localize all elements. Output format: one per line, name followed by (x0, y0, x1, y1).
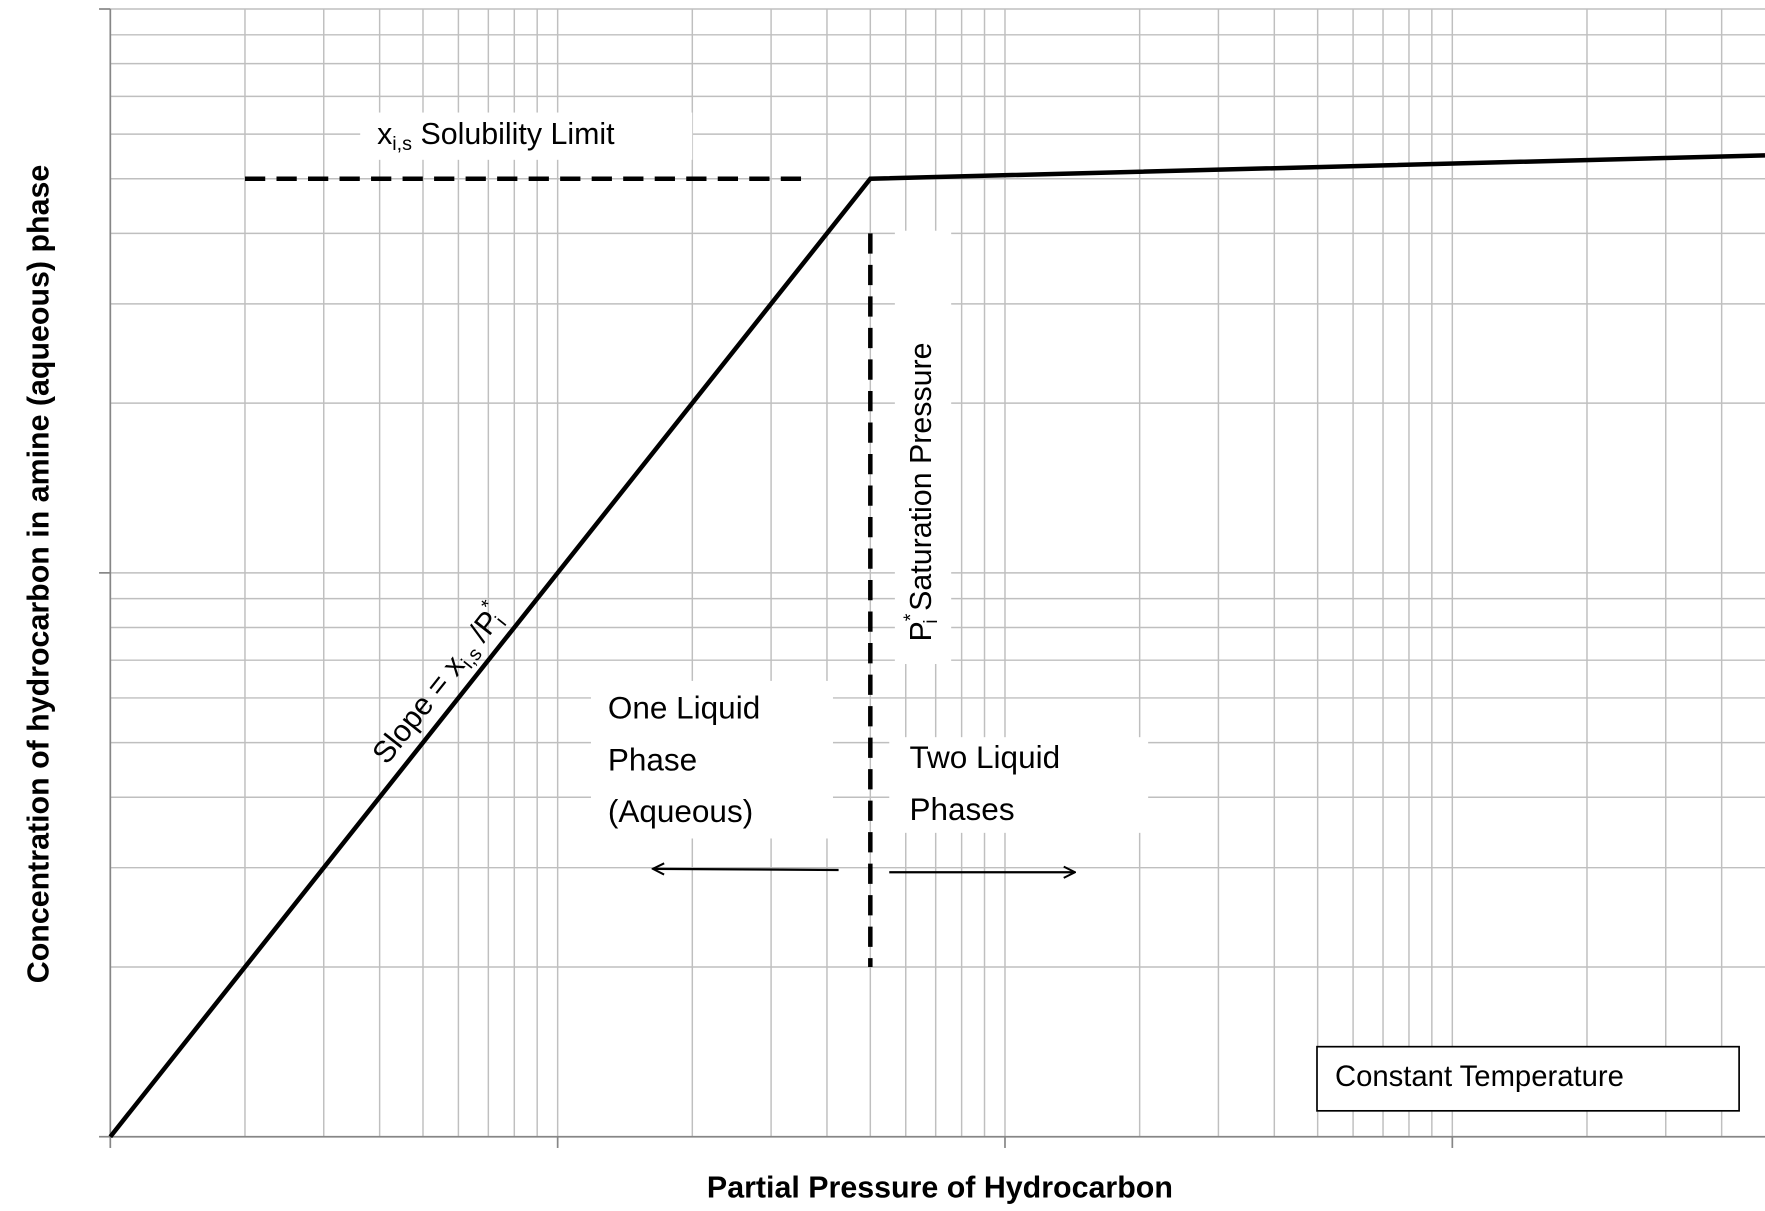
annotation-part: x (377, 117, 392, 151)
annotation-line: Phase (608, 741, 697, 777)
x-axis-title: Partial Pressure of Hydrocarbon (707, 1171, 1173, 1205)
y-axis-title: Concentration of hydrocarbon in amine (a… (22, 165, 56, 983)
label-bg (590, 680, 833, 839)
annotation-part: Saturation Pressure (904, 342, 938, 619)
arrow-left (653, 869, 839, 870)
text-box (1316, 1045, 1740, 1112)
annotation-line: One Liquid (608, 689, 760, 725)
annotation-line: (Aqueous) (608, 793, 753, 829)
label-bg (360, 112, 693, 160)
annotation-part: Solubility Limit (412, 117, 615, 151)
data-line (108, 153, 1765, 1139)
annotation-part: * (900, 613, 922, 621)
series (108, 153, 1765, 1139)
label-backgrounds (360, 112, 1740, 1112)
annotation-part: i,s (392, 133, 412, 155)
annotation-part: Slope = x (366, 649, 472, 770)
annotation-part: P (904, 621, 938, 641)
annotations: xi,s Solubility Limit P*i Saturation Pres… (362, 117, 1624, 1093)
annotation-line: Phases (910, 791, 1015, 827)
label-bg (894, 230, 952, 665)
annotation-part: i (920, 619, 942, 623)
label-bg (889, 737, 1149, 833)
annotation: Slope = xi,s /P*i (362, 596, 515, 773)
annotation: P*i Saturation Pressure (900, 342, 942, 641)
annotation: xi,s Solubility Limit (377, 117, 615, 155)
annotation-line: Two Liquid (910, 739, 1061, 775)
annotation-line: Constant Temperature (1335, 1061, 1624, 1093)
